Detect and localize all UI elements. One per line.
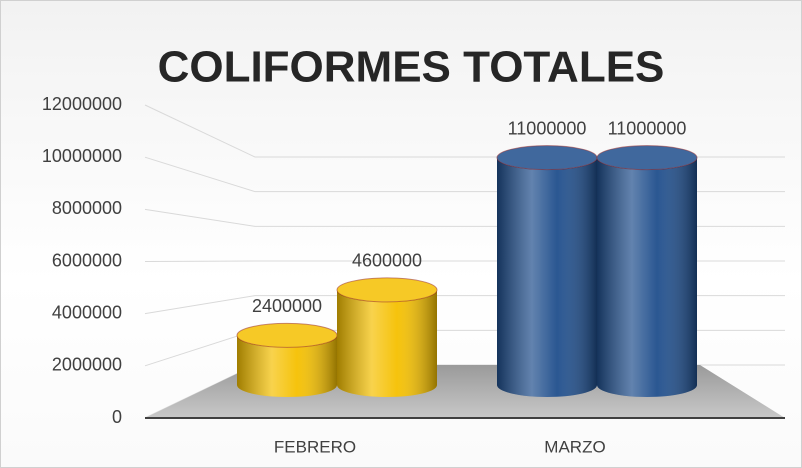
- cylinder-shading: [497, 157, 597, 397]
- cylinder: [496, 145, 598, 397]
- cylinder-shading: [237, 335, 337, 397]
- chart-title: COLIFORMES TOTALES: [158, 43, 665, 92]
- data-label: 4600000: [352, 251, 422, 271]
- data-label: 2400000: [252, 296, 322, 316]
- cylinder: [596, 145, 698, 397]
- y-tick-label: 2000000: [52, 355, 122, 375]
- cylinder-top-shading: [237, 323, 337, 348]
- y-tick-label: 12000000: [42, 94, 122, 114]
- data-label: 11000000: [608, 118, 687, 138]
- y-tick-label: 4000000: [52, 302, 122, 322]
- cylinder-top-shading: [497, 145, 597, 170]
- y-tick-label: 10000000: [42, 146, 122, 166]
- y-tick-label: 6000000: [52, 250, 122, 270]
- cylinder: [336, 277, 438, 397]
- cylinder: [236, 322, 338, 397]
- cylinder-shading: [597, 157, 697, 397]
- cylinder-top-shading: [597, 145, 697, 170]
- y-tick-label: 8000000: [52, 198, 122, 218]
- cylinder-shading: [337, 289, 437, 397]
- cylinder-top: [336, 277, 438, 303]
- data-label: 11000000: [508, 118, 587, 138]
- x-tick-label: MARZO: [544, 437, 605, 456]
- cylinder-top-shading: [337, 277, 437, 302]
- x-tick-label: FEBRERO: [274, 437, 356, 456]
- marks: [236, 145, 698, 397]
- y-tick-label: 0: [112, 407, 122, 427]
- cylinder-top: [596, 145, 698, 171]
